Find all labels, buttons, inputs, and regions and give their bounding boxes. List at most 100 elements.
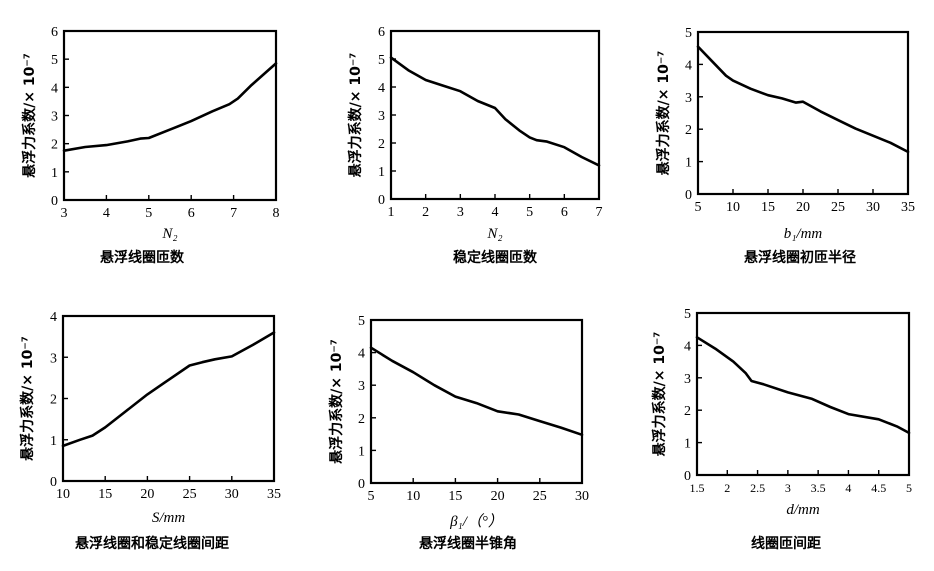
plot-frame bbox=[61, 314, 276, 483]
chart-panel-coil-spacing: 10 15 20 25 30 35 0 1 2 3 4 S/mm 悬浮力系数/× 10⁻⁷ 悬浮线圈和稳定… bbox=[19, 310, 281, 552]
y-tick-label: 2 bbox=[685, 123, 692, 138]
plot-frame bbox=[62, 29, 278, 202]
x-tick-label: 2.5 bbox=[750, 481, 765, 495]
x-tick-label: 3.5 bbox=[811, 481, 826, 495]
y-tick-label: 3 bbox=[378, 109, 385, 124]
y-tick-label: 4 bbox=[50, 310, 57, 325]
y-tick-label: 2 bbox=[378, 137, 385, 152]
x-axis-label: N₂ bbox=[161, 226, 177, 242]
x-tick-label: 10 bbox=[406, 489, 420, 504]
y-tick-label: 1 bbox=[684, 437, 691, 452]
x-tick-label: 35 bbox=[901, 200, 915, 215]
series-line bbox=[389, 56, 601, 167]
x-tick-label: 5 bbox=[368, 489, 375, 504]
x-tick-label: 4 bbox=[492, 205, 499, 220]
x-tick-label: 5 bbox=[145, 206, 152, 221]
x-tick-label: 25 bbox=[831, 200, 845, 215]
x-tick-label: 8 bbox=[273, 206, 280, 221]
x-axis-label: S/mm bbox=[152, 510, 186, 526]
x-tick-label: 3 bbox=[61, 206, 68, 221]
y-tick-label: 2 bbox=[358, 412, 365, 427]
y-tick-label: 6 bbox=[378, 25, 385, 40]
x-tick-label: 7 bbox=[596, 205, 603, 220]
x-tick-label: 35 bbox=[267, 487, 281, 502]
y-tick-label: 5 bbox=[358, 314, 365, 329]
series-line bbox=[369, 346, 584, 437]
x-tick-label: 6 bbox=[561, 205, 568, 220]
y-axis-label: 悬浮力系数/× 10⁻⁷ bbox=[347, 53, 364, 179]
x-tick-label: 10 bbox=[56, 487, 70, 502]
plot-frame bbox=[369, 318, 584, 485]
x-tick-label: 20 bbox=[140, 487, 154, 502]
x-tick-label: 4 bbox=[845, 481, 851, 495]
x-tick-label: 3 bbox=[785, 481, 791, 495]
y-tick-label: 2 bbox=[50, 393, 57, 408]
series-line bbox=[696, 45, 910, 154]
y-tick-label: 1 bbox=[378, 165, 385, 180]
x-tick-label: 25 bbox=[183, 487, 197, 502]
x-tick-label: 5 bbox=[526, 205, 533, 220]
plot-frame bbox=[696, 30, 910, 196]
x-tick-label: 2 bbox=[422, 205, 429, 220]
chart-panel-initial-turn-radius: 5 10 15 20 25 30 35 0 1 2 3 4 5 b₁/mm 悬浮力系数/× 10⁻⁷ 悬浮线圈… bbox=[655, 26, 915, 266]
x-tick-label: 2 bbox=[724, 481, 730, 495]
chart-caption: 悬浮线圈匝数 bbox=[99, 249, 185, 266]
y-tick-label: 5 bbox=[51, 53, 58, 68]
y-tick-label: 1 bbox=[50, 434, 57, 449]
x-tick-label: 3 bbox=[457, 205, 464, 220]
y-axis-label: 悬浮力系数/× 10⁻⁷ bbox=[21, 53, 38, 179]
y-axis-label: 悬浮力系数/× 10⁻⁷ bbox=[19, 336, 36, 462]
y-tick-label: 6 bbox=[51, 25, 58, 40]
x-tick-label: 15 bbox=[448, 489, 462, 504]
y-tick-label: 3 bbox=[684, 372, 691, 387]
x-axis-label: b₁/mm bbox=[784, 226, 823, 242]
x-axis-label: d/mm bbox=[786, 502, 820, 518]
y-tick-label: 0 bbox=[51, 194, 58, 209]
x-tick-label: 4 bbox=[103, 206, 110, 221]
y-tick-label: 1 bbox=[358, 444, 365, 459]
series-line bbox=[61, 331, 276, 448]
x-tick-label: 5 bbox=[906, 481, 912, 495]
series-line bbox=[695, 335, 911, 435]
x-tick-label: 25 bbox=[533, 489, 547, 504]
chart-caption: 稳定线圈匝数 bbox=[453, 249, 538, 266]
x-tick-label: 20 bbox=[796, 200, 810, 215]
y-tick-label: 1 bbox=[51, 166, 58, 181]
x-tick-label: 30 bbox=[225, 487, 239, 502]
x-tick-label: 15 bbox=[761, 200, 775, 215]
y-tick-label: 4 bbox=[51, 81, 58, 96]
x-axis-label: β₁/（°） bbox=[449, 513, 503, 530]
y-tick-label: 2 bbox=[684, 404, 691, 419]
y-tick-label: 3 bbox=[358, 379, 365, 394]
y-tick-label: 3 bbox=[51, 110, 58, 125]
x-tick-label: 20 bbox=[491, 489, 505, 504]
y-tick-label: 0 bbox=[685, 188, 692, 203]
x-tick-label: 6 bbox=[188, 206, 195, 221]
y-axis-label: 悬浮力系数/× 10⁻⁷ bbox=[655, 51, 672, 177]
x-tick-label: 30 bbox=[575, 489, 589, 504]
chart-caption: 线圈匝间距 bbox=[751, 535, 821, 552]
plot-frame bbox=[695, 311, 911, 477]
x-tick-label: 30 bbox=[866, 200, 880, 215]
y-tick-label: 4 bbox=[378, 81, 385, 96]
chart-panel-turn-pitch: 1.5 2 2.5 3 3.5 4 4.5 5 0 1 2 3 4 5 d/mm 悬浮力系数/× 10⁻⁷ 线圈… bbox=[651, 307, 912, 552]
y-tick-label: 2 bbox=[51, 138, 58, 153]
y-tick-label: 4 bbox=[684, 339, 691, 354]
x-axis-label: N₂ bbox=[486, 226, 502, 242]
y-tick-label: 0 bbox=[684, 469, 691, 484]
y-tick-label: 5 bbox=[378, 53, 385, 68]
x-tick-label: 5 bbox=[695, 200, 702, 215]
x-tick-label: 10 bbox=[726, 200, 740, 215]
x-tick-label: 1.5 bbox=[690, 481, 705, 495]
x-tick-label: 1 bbox=[388, 205, 395, 220]
x-tick-label: 7 bbox=[230, 206, 237, 221]
y-axis-label: 悬浮力系数/× 10⁻⁷ bbox=[328, 339, 345, 465]
y-tick-label: 0 bbox=[50, 475, 57, 490]
y-tick-label: 1 bbox=[685, 156, 692, 171]
y-tick-label: 3 bbox=[50, 351, 57, 366]
chart-caption: 悬浮线圈半锥角 bbox=[418, 535, 517, 552]
y-tick-label: 5 bbox=[684, 307, 691, 322]
y-tick-label: 5 bbox=[685, 26, 692, 41]
